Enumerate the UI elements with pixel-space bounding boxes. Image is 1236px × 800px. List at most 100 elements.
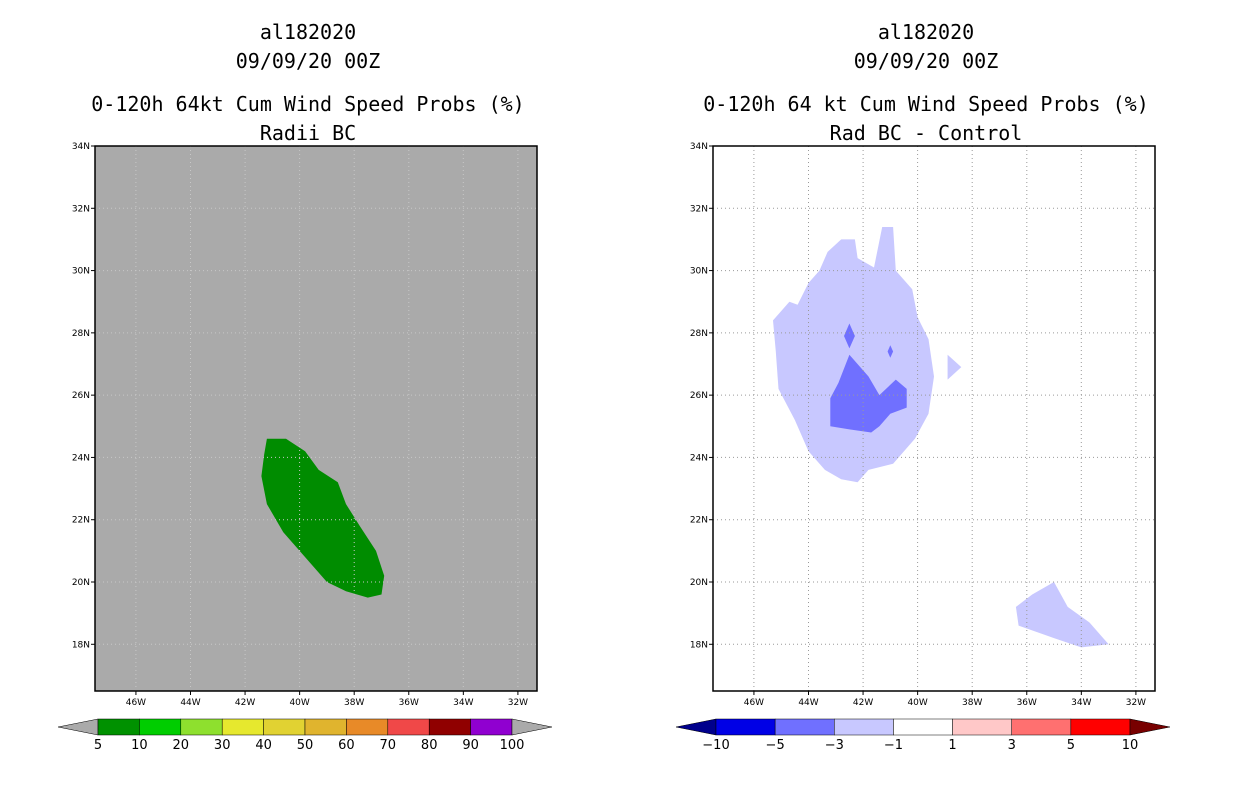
- colorbar-low-arrow: [57, 718, 99, 736]
- colorbar-high-arrow: [511, 718, 553, 736]
- y-tick-label: 26N: [690, 391, 708, 401]
- x-tick-label: 40W: [289, 698, 309, 708]
- colorbar-label: −1: [884, 738, 903, 753]
- colorbar-probability: 5 10 20 30 40 50 60 70 80 90 100: [57, 718, 553, 753]
- colorbar-box: [1011, 718, 1072, 736]
- x-tick-label: 34W: [1071, 698, 1091, 708]
- colorbar-label: 90: [462, 738, 479, 753]
- contour--5to-3-3: [830, 354, 907, 433]
- x-tick-label: 40W: [907, 698, 927, 708]
- colorbar-low-arrow: [675, 718, 717, 736]
- colorbar-label: 80: [421, 738, 438, 753]
- colorbar-label: 100: [500, 738, 525, 753]
- y-tick-label: 34N: [690, 142, 708, 152]
- colorbar-box: [139, 718, 182, 736]
- colorbar-label: 5: [1067, 738, 1075, 753]
- right-title-product: 0-120h 64 kt Cum Wind Speed Probs (%): [703, 92, 1149, 116]
- y-tick-label: 22N: [690, 516, 708, 526]
- x-tick-label: 38W: [962, 698, 982, 708]
- y-tick-label: 24N: [690, 453, 708, 463]
- colorbar-label: 50: [297, 738, 314, 753]
- x-tick-label: 46W: [126, 698, 146, 708]
- colorbar-box: [263, 718, 306, 736]
- colorbar-difference: −10 −5 −3 −1 1 3 5 10: [675, 718, 1171, 753]
- colorbar-label: 40: [255, 738, 272, 753]
- colorbar-box: [893, 718, 953, 736]
- map-panel-radii-bc: 46W 44W 42W 40W 38W 36W 34W 32W 34N 32N 30N 28N 26N 2…: [72, 142, 538, 708]
- colorbar-label: 30: [214, 738, 231, 753]
- y-tick-label: 20N: [690, 578, 708, 588]
- left-title-product: 0-120h 64kt Cum Wind Speed Probs (%): [91, 92, 525, 116]
- colorbar-box: [952, 718, 1012, 736]
- x-tick-label: 32W: [508, 698, 528, 708]
- y-tick-label: 18N: [72, 640, 90, 650]
- left-title-date: 09/09/20 00Z: [235, 49, 381, 73]
- x-tick-label: 44W: [180, 698, 200, 708]
- colorbar-label: −3: [825, 738, 844, 753]
- map-background: [95, 146, 537, 691]
- colorbar-label: 60: [338, 738, 355, 753]
- y-tick-label: 30N: [690, 267, 708, 277]
- y-tick-label: 26N: [72, 391, 90, 401]
- y-tick-label: 22N: [72, 516, 90, 526]
- y-tick-label: 34N: [72, 142, 90, 152]
- colorbar-box: [774, 718, 835, 736]
- x-tick-label: 36W: [399, 698, 419, 708]
- colorbar-label: 10: [131, 738, 148, 753]
- colorbar-label: −10: [702, 738, 729, 753]
- colorbar-label: 5: [94, 738, 102, 753]
- y-tick-label: 24N: [72, 453, 90, 463]
- colorbar-label: 10: [1122, 738, 1139, 753]
- y-tick-label: 32N: [72, 204, 90, 214]
- right-title-storm-id: al182020: [877, 20, 975, 44]
- colorbar-box: [1070, 718, 1131, 736]
- y-tick-label: 28N: [690, 329, 708, 339]
- contour-5-10-0: [261, 438, 385, 598]
- colorbar-box: [834, 718, 894, 736]
- colorbar-box: [428, 718, 471, 736]
- colorbar-box: [221, 718, 264, 736]
- y-tick-label: 28N: [72, 329, 90, 339]
- contour--5to-3-5: [887, 345, 894, 358]
- colorbar-label: 20: [173, 738, 190, 753]
- colorbar-label: 70: [380, 738, 397, 753]
- colorbar-box: [97, 718, 140, 736]
- x-tick-label: 34W: [453, 698, 473, 708]
- x-tick-label: 42W: [853, 698, 873, 708]
- left-title-subtitle: Radii BC: [259, 121, 357, 145]
- colorbar-box: [715, 718, 776, 736]
- x-tick-label: 36W: [1017, 698, 1037, 708]
- contour--3to-1-2: [1015, 582, 1109, 648]
- colorbar-box: [180, 718, 223, 736]
- left-title: al182020 09/09/20 00Z 0-120h 64kt Cum Wi…: [58, 18, 558, 148]
- y-tick-label: 18N: [690, 640, 708, 650]
- colorbar-high-arrow: [1129, 718, 1171, 736]
- x-tick-label: 44W: [798, 698, 818, 708]
- y-tick-label: 32N: [690, 204, 708, 214]
- x-tick-label: 42W: [235, 698, 255, 708]
- contour--5to-3-4: [844, 323, 855, 349]
- colorbar-box: [470, 718, 513, 736]
- colorbar-box: [387, 718, 430, 736]
- map-background: [713, 146, 1155, 691]
- contour--3to-1-1: [947, 354, 962, 380]
- map-frame: [94, 145, 538, 692]
- x-tick-label: 46W: [744, 698, 764, 708]
- y-tick-label: 20N: [72, 578, 90, 588]
- colorbar-box: [346, 718, 389, 736]
- y-tick-label: 30N: [72, 267, 90, 277]
- x-tick-label: 32W: [1126, 698, 1146, 708]
- right-title-subtitle: Rad BC - Control: [829, 121, 1023, 145]
- map-panel-rad-bc-minus-control: 46W 44W 42W 40W 38W 36W 34W 32W 34N 32N 30N 28N 26N 2…: [690, 142, 1156, 708]
- right-title: al182020 09/09/20 00Z 0-120h 64 kt Cum W…: [676, 18, 1176, 148]
- colorbar-label: 1: [948, 738, 956, 753]
- left-title-storm-id: al182020: [259, 20, 357, 44]
- colorbar-label: −5: [766, 738, 785, 753]
- contour--3to-1-0: [773, 227, 934, 483]
- map-frame: [712, 145, 1156, 692]
- colorbar-box: [304, 718, 347, 736]
- x-tick-label: 38W: [344, 698, 364, 708]
- right-title-date: 09/09/20 00Z: [853, 49, 999, 73]
- colorbar-label: 3: [1008, 738, 1016, 753]
